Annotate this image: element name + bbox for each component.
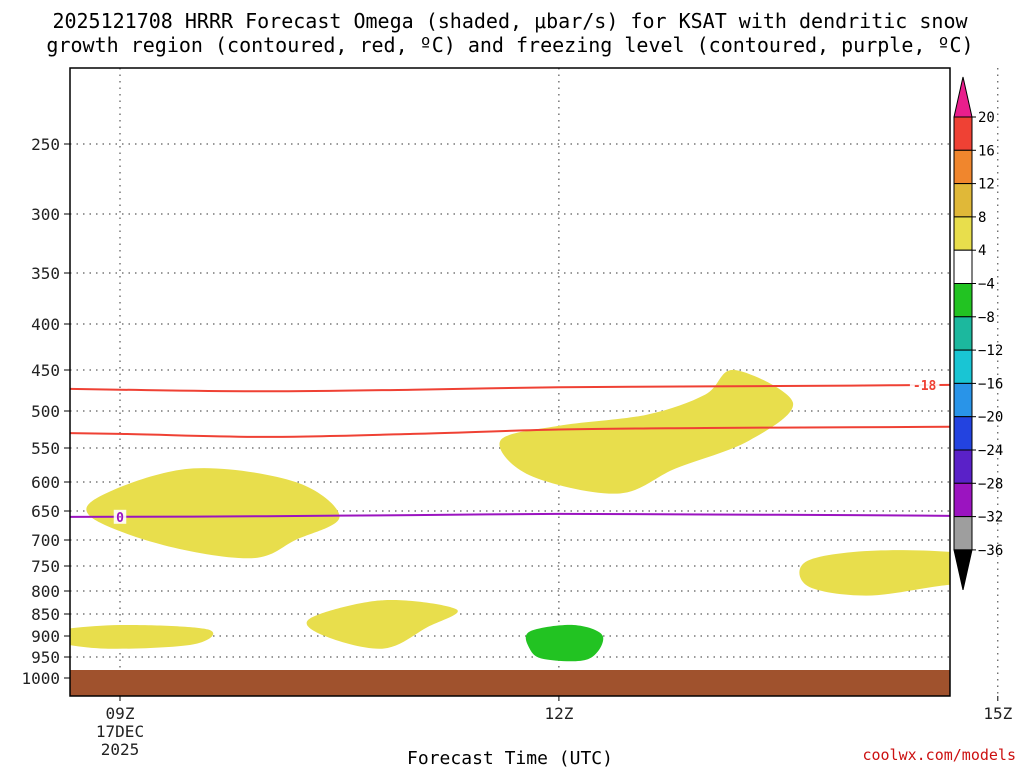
gridlines bbox=[70, 68, 999, 696]
x-axis-title: Forecast Time (UTC) bbox=[407, 748, 613, 768]
colorbar-bin-5 bbox=[953, 249, 973, 284]
contour-label-dgz-minus-18-0: -18 bbox=[913, 379, 937, 394]
colorbar-label-12: −32 bbox=[978, 510, 1003, 526]
chart-title-line-2: growth region (contoured, red, ºC) and f… bbox=[46, 33, 973, 57]
chart-title-line-1: 2025121708 HRRR Forecast Omega (shaded, … bbox=[52, 9, 968, 33]
colorbar-bin-13 bbox=[953, 516, 973, 551]
y-tick-label-650: 650 bbox=[31, 502, 60, 521]
contour-line-freezing-level bbox=[70, 512, 950, 518]
contour-label-bg-dgz-minus-18-0 bbox=[909, 378, 940, 393]
credit-text: coolwx.com/models bbox=[862, 746, 1016, 764]
colorbar-bin-2 bbox=[953, 149, 973, 185]
colorbar-label-13: −36 bbox=[978, 543, 1003, 559]
colorbar-bin-9 bbox=[953, 382, 973, 418]
x-tick-label-9-2: 2025 bbox=[101, 740, 140, 759]
colorbar-bin-8 bbox=[953, 349, 973, 384]
y-tick-label-500: 500 bbox=[31, 402, 60, 421]
contour-line-dgz-minus-12 bbox=[70, 425, 950, 438]
colorbar-arrow-top bbox=[953, 76, 973, 118]
colorbar-arrow-bottom bbox=[953, 549, 973, 591]
omega-region-green-1230z-low bbox=[525, 624, 604, 662]
y-tick-label-450: 450 bbox=[31, 361, 60, 380]
y-tick-label-950: 950 bbox=[31, 648, 60, 667]
colorbar-label-3: 8 bbox=[978, 210, 986, 226]
colorbar-label-7: −12 bbox=[978, 343, 1003, 359]
y-axis: 250 300 350 400 450 500 550 600 650 700 750 800 850 9… bbox=[21, 135, 70, 688]
colorbar-label-6: −8 bbox=[978, 310, 995, 326]
colorbar-bin-12 bbox=[953, 482, 973, 518]
colorbar-label-11: −28 bbox=[978, 476, 1003, 492]
omega-region-yellow-1230z-upper bbox=[499, 369, 794, 494]
contour-labels: -18-12000 bbox=[113, 378, 940, 526]
y-tick-label-800: 800 bbox=[31, 582, 60, 601]
y-tick-label-250: 250 bbox=[31, 135, 60, 154]
contour-label-bg-freezing-level-0 bbox=[113, 509, 127, 524]
omega-region-yellow-14z-low bbox=[799, 550, 950, 596]
colorbar-label-10: −24 bbox=[978, 443, 1003, 459]
y-tick-label-550: 550 bbox=[31, 439, 60, 458]
surface-layer bbox=[70, 670, 950, 696]
x-tick-label-9-0: 09Z bbox=[106, 704, 135, 723]
plot-frame bbox=[69, 67, 951, 697]
contour-label-freezing-level-0: 0 bbox=[116, 511, 124, 526]
y-tick-label-900: 900 bbox=[31, 627, 60, 646]
colorbar-label-9: −20 bbox=[978, 410, 1003, 426]
y-tick-label-1000: 1000 bbox=[21, 669, 60, 688]
colorbar-bin-7 bbox=[953, 316, 973, 351]
y-tick-label-600: 600 bbox=[31, 473, 60, 492]
colorbar-bin-11 bbox=[953, 449, 973, 484]
colorbar-label-5: −4 bbox=[978, 277, 995, 293]
y-tick-label-850: 850 bbox=[31, 605, 60, 624]
colorbar-bin-1 bbox=[953, 116, 973, 151]
y-tick-label-300: 300 bbox=[31, 205, 60, 224]
omega-region-yellow-09z bbox=[86, 468, 340, 559]
omega-region-yellow-0930z-low bbox=[70, 624, 214, 649]
colorbar-label-2: 12 bbox=[978, 177, 995, 193]
omega-region-yellow-11z-low bbox=[306, 599, 458, 649]
surface-ground bbox=[70, 670, 950, 696]
colorbar-bin-3 bbox=[953, 183, 973, 218]
colorbar-bin-10 bbox=[953, 416, 973, 451]
colorbar-label-0: 20 bbox=[978, 110, 995, 126]
colorbar-label-4: 4 bbox=[978, 243, 986, 259]
x-tick-label-12-0: 12Z bbox=[544, 704, 573, 723]
x-tick-label-9-1: 17DEC bbox=[96, 722, 144, 741]
y-tick-label-750: 750 bbox=[31, 557, 60, 576]
colorbar-label-1: 16 bbox=[978, 143, 995, 159]
colorbar-bin-4 bbox=[953, 216, 973, 251]
omega-shading bbox=[70, 369, 950, 662]
x-axis: 09Z17DEC202512Z15Z18Z21Z00Z18DEC bbox=[96, 696, 1013, 759]
y-tick-label-400: 400 bbox=[31, 315, 60, 334]
colorbar-label-8: −16 bbox=[978, 376, 1003, 392]
plot-background bbox=[70, 68, 950, 696]
colorbar: 20 16 12 8 4 −4 −8 −12 −16 −20 −24 −28 −32 −36 bbox=[953, 76, 1003, 591]
contour-line-dgz-minus-18 bbox=[70, 383, 950, 393]
y-tick-label-350: 350 bbox=[31, 264, 60, 283]
y-tick-label-700: 700 bbox=[31, 531, 60, 550]
colorbar-bin-6 bbox=[953, 283, 973, 318]
x-tick-label-15-0: 15Z bbox=[983, 704, 1012, 723]
temperature-contours bbox=[70, 383, 950, 518]
